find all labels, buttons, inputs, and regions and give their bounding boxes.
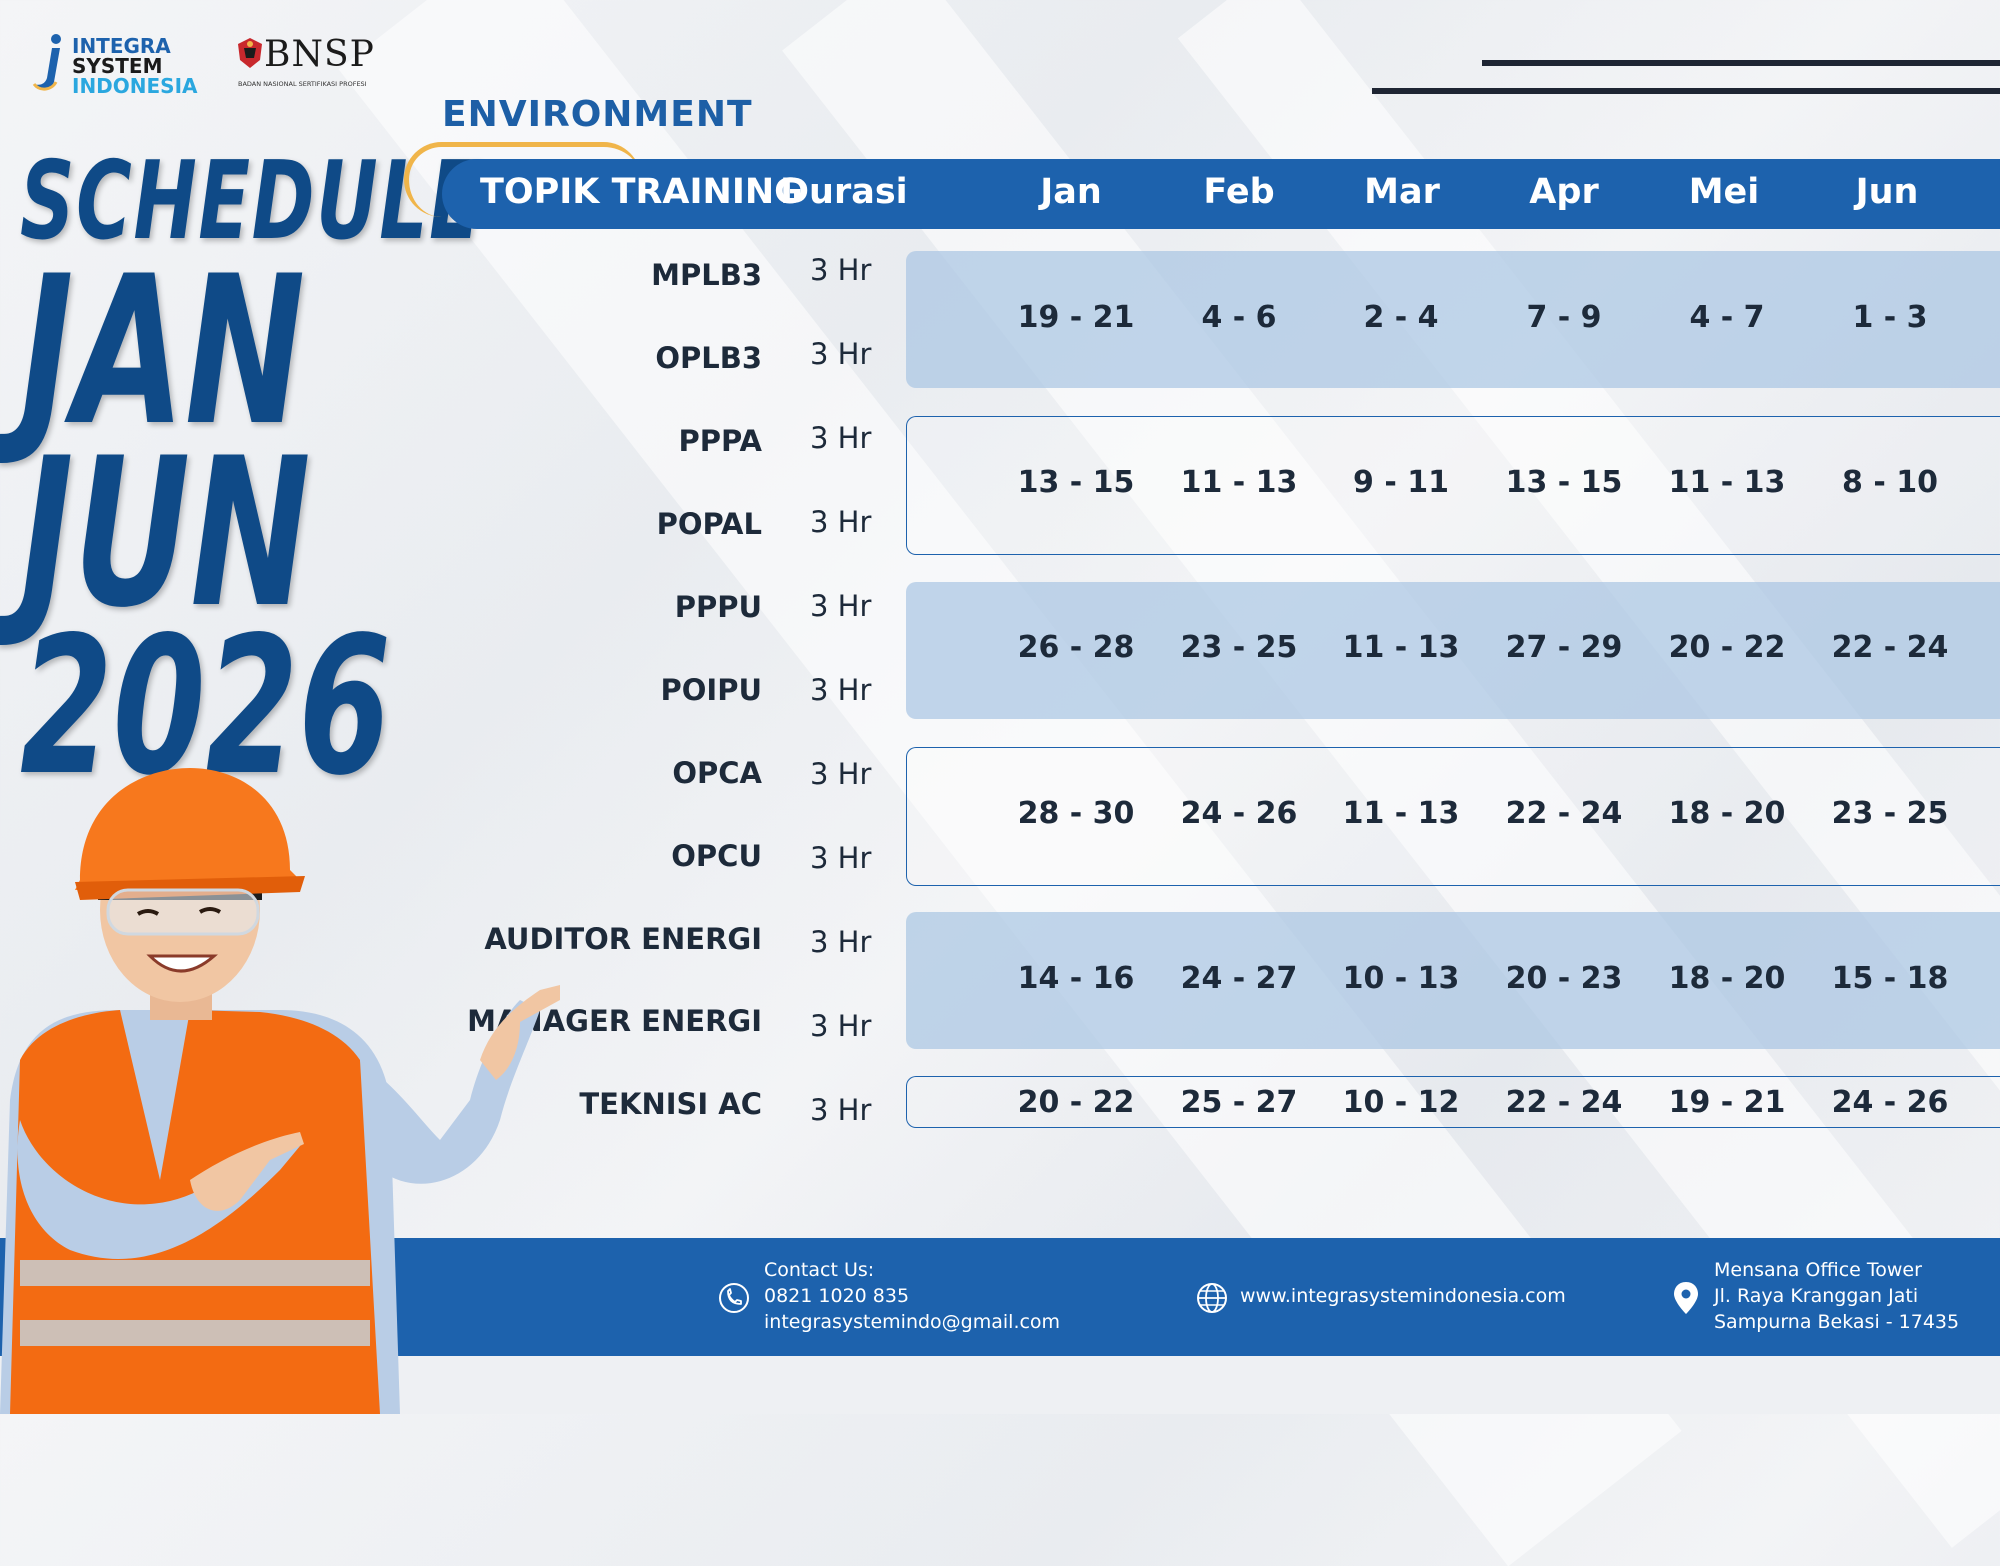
worker-illustration <box>0 768 560 1414</box>
bnsp-wordmark: BNSP <box>264 34 375 75</box>
date-cell: 15 - 18 <box>1831 961 1949 996</box>
address-line-1: Mensana Office Tower <box>1714 1259 1922 1281</box>
integra-logo: INTEGRA SYSTEM INDONESIA <box>32 32 217 98</box>
date-cell: 10 - 13 <box>1342 961 1460 996</box>
globe-icon <box>1197 1283 1227 1313</box>
duration-oplb3: 3 Hr <box>810 337 872 371</box>
duration-popal: 3 Hr <box>810 505 872 539</box>
date-cell: 27 - 29 <box>1505 630 1623 665</box>
schedule-group-5 <box>906 912 2000 1049</box>
date-cell: 1 - 3 <box>1852 300 1928 335</box>
topic-teknisi-ac: TEKNISI AC <box>579 1087 762 1121</box>
header-month-feb: Feb <box>1203 172 1275 212</box>
address-line-2: Jl. Raya Kranggan Jati <box>1714 1285 1919 1307</box>
topic-oplb3: OPLB3 <box>655 341 762 375</box>
duration-pppu: 3 Hr <box>810 589 872 623</box>
date-cell: 11 - 13 <box>1180 465 1298 500</box>
topic-mplb3: MPLB3 <box>651 258 762 292</box>
integra-mark-icon <box>32 34 61 91</box>
schedule-group-3 <box>906 582 2000 719</box>
date-cell: 4 - 7 <box>1689 300 1765 335</box>
date-cell: 24 - 26 <box>1180 796 1298 831</box>
schedule-group-1 <box>906 251 2000 388</box>
header-month-mar: Mar <box>1364 172 1440 212</box>
date-cell: 18 - 20 <box>1668 796 1786 831</box>
bnsp-emblem-icon <box>238 38 262 68</box>
decorative-line <box>1372 88 2000 94</box>
duration-mplb3: 3 Hr <box>810 253 872 287</box>
topic-opca: OPCA <box>672 756 762 790</box>
topic-poipu: POIPU <box>660 673 763 707</box>
date-cell: 11 - 13 <box>1342 796 1460 831</box>
table-header-bar <box>442 159 2000 229</box>
header-month-jan: Jan <box>1040 172 1102 212</box>
schedule-group-2 <box>906 416 2000 555</box>
topic-popal: POPAL <box>656 507 762 541</box>
date-cell: 24 - 26 <box>1831 1085 1949 1120</box>
date-cell: 22 - 24 <box>1505 1085 1623 1120</box>
date-cell: 24 - 27 <box>1180 961 1298 996</box>
date-cell: 13 - 15 <box>1505 465 1623 500</box>
schedule-group-4 <box>906 747 2000 886</box>
date-cell: 22 - 24 <box>1831 630 1949 665</box>
integra-line-3: INDONESIA <box>72 74 198 98</box>
date-cell: 4 - 6 <box>1201 300 1277 335</box>
date-cell: 11 - 13 <box>1342 630 1460 665</box>
topic-pppa: PPPA <box>678 424 762 458</box>
date-cell: 19 - 21 <box>1668 1085 1786 1120</box>
date-cell: 14 - 16 <box>1017 961 1135 996</box>
integra-line-1: INTEGRA <box>72 34 171 58</box>
date-cell: 20 - 22 <box>1668 630 1786 665</box>
date-cell: 2 - 4 <box>1363 300 1439 335</box>
date-cell: 20 - 23 <box>1505 961 1623 996</box>
duration-opca: 3 Hr <box>810 757 872 791</box>
integra-line-2: SYSTEM <box>72 54 163 78</box>
bnsp-logo: BNSP BADAN NASIONAL SERTIFIKASI PROFESI <box>234 32 374 92</box>
date-cell: 13 - 15 <box>1017 465 1135 500</box>
topic-pppu: PPPU <box>674 590 762 624</box>
date-cell: 9 - 11 <box>1353 465 1449 500</box>
topic-opcu: OPCU <box>671 839 762 873</box>
headline-jan: JAN <box>20 233 306 471</box>
date-cell: 25 - 27 <box>1180 1085 1298 1120</box>
header-duration: Durasi <box>780 172 908 212</box>
duration-pppa: 3 Hr <box>810 421 872 455</box>
header-month-jun: Jun <box>1855 172 1919 212</box>
date-cell: 7 - 9 <box>1526 300 1602 335</box>
date-cell: 23 - 25 <box>1180 630 1298 665</box>
decorative-line <box>1482 60 2000 66</box>
date-cell: 11 - 13 <box>1668 465 1786 500</box>
date-cell: 8 - 10 <box>1842 465 1938 500</box>
date-cell: 23 - 25 <box>1831 796 1949 831</box>
location-pin-icon <box>1674 1282 1698 1314</box>
date-cell: 19 - 21 <box>1017 300 1135 335</box>
contact-label: Contact Us: <box>764 1259 875 1281</box>
date-cell: 18 - 20 <box>1668 961 1786 996</box>
headline-schedule: SCHEDULE <box>20 139 483 264</box>
header-month-mei: Mei <box>1688 172 1760 212</box>
duration-auditor-energi: 3 Hr <box>810 925 872 959</box>
date-cell: 22 - 24 <box>1505 796 1623 831</box>
date-cell: 10 - 12 <box>1342 1085 1460 1120</box>
header-accent-outline <box>404 142 641 217</box>
duration-opcu: 3 Hr <box>810 841 872 875</box>
headline-jun: JUN <box>20 415 311 653</box>
contact-phone[interactable]: 0821 1020 835 <box>764 1285 910 1307</box>
duration-teknisi-ac: 3 Hr <box>810 1093 872 1127</box>
category-title: ENVIRONMENT <box>442 94 753 135</box>
duration-manager-energi: 3 Hr <box>810 1009 872 1043</box>
date-cell: 26 - 28 <box>1017 630 1135 665</box>
website-link[interactable]: www.integrasystemindonesia.com <box>1240 1285 1566 1307</box>
topic-auditor-energi: AUDITOR ENERGI <box>484 922 762 956</box>
bnsp-subtitle: BADAN NASIONAL SERTIFIKASI PROFESI <box>238 80 367 88</box>
date-cell: 28 - 30 <box>1017 796 1135 831</box>
date-cell: 20 - 22 <box>1017 1085 1135 1120</box>
address-line-3: Sampurna Bekasi - 17435 <box>1714 1311 1960 1333</box>
contact-email[interactable]: integrasystemindo@gmail.com <box>764 1311 1061 1333</box>
schedule-group-6 <box>906 1076 2000 1128</box>
header-topic: TOPIK TRAINING <box>480 172 803 212</box>
duration-poipu: 3 Hr <box>810 673 872 707</box>
phone-icon <box>719 1283 749 1313</box>
header-month-apr: Apr <box>1529 172 1599 212</box>
